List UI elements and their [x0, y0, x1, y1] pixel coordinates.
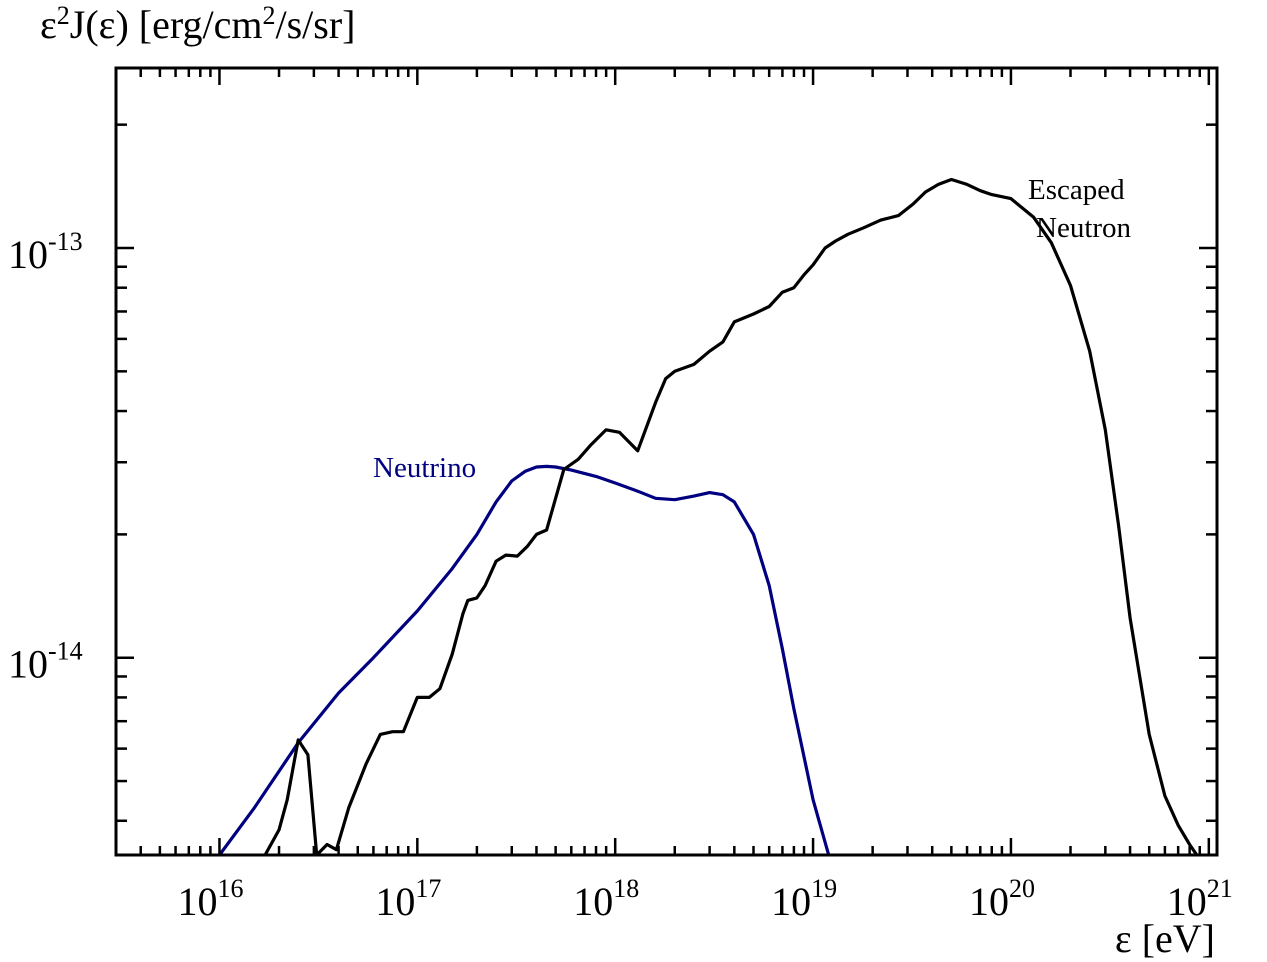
neutrino-series-label: Neutrino [373, 452, 476, 484]
y-axis-title: ε2J(ε) [erg/cm2/s/sr] [40, 1, 356, 47]
x-tick-label: 1019 [771, 874, 837, 924]
x-tick-label: 1021 [1167, 874, 1233, 924]
x-tick-label: 1020 [969, 874, 1035, 924]
series-line-escaped-neutron [263, 177, 1199, 855]
x-tick-label: 1018 [573, 874, 639, 924]
tick-layer [114, 68, 1217, 855]
x-axis-title: ε [eV] [1115, 916, 1215, 961]
y-tick-label: 10-13 [8, 227, 83, 277]
escaped-neutron-series-label-line2: Neutron [1036, 212, 1132, 244]
escaped-neutron-series-label-line1: Escaped [1028, 174, 1125, 206]
x-tick-label: 1017 [375, 874, 441, 924]
series-line-neutrino [218, 464, 831, 855]
x-tick-label: 1016 [177, 874, 243, 924]
series-layer [218, 177, 1199, 855]
y-tick-label: 10-14 [8, 637, 83, 687]
label-layer: 1016 1017 1018 1019 1020 1021 10-14 10-13 Neutri… [8, 174, 1233, 924]
